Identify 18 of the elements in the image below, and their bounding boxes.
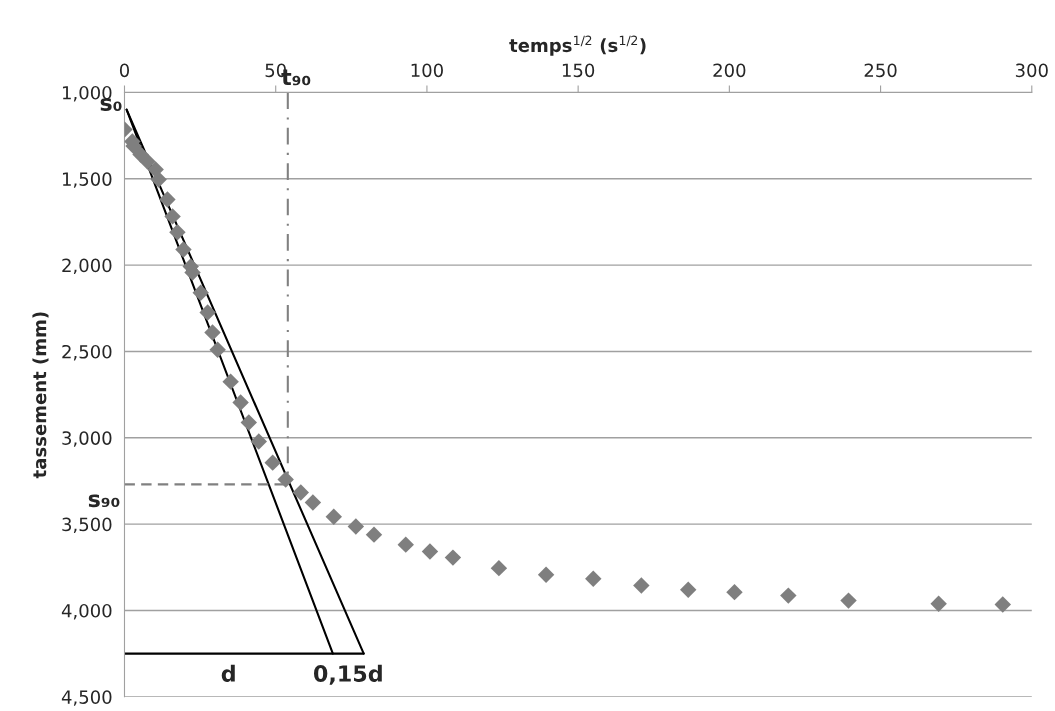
ref-line-label: s₉₀ — [88, 494, 120, 508]
annotation: 0,15d — [313, 664, 382, 685]
x-tick-label: 250 — [864, 63, 897, 78]
y-tick-label: 4,000 — [61, 603, 112, 620]
x-tick-label: 300 — [1015, 63, 1048, 78]
x-tick-label: 100 — [411, 63, 443, 78]
y-tick-label: 2,500 — [62, 344, 112, 361]
y-axis-title: tassement (mm) — [32, 312, 49, 479]
annotation: d — [221, 664, 235, 682]
x-tick-label: 200 — [713, 63, 746, 78]
x-tick-label: 0 — [119, 63, 130, 78]
y-tick-label: 2,000 — [62, 258, 112, 275]
x-tick-label: 150 — [562, 63, 595, 78]
x-axis-title: temps$^{1/2}$ (s$^{1/2}$) — [509, 35, 646, 56]
y-tick-label: 3,000 — [62, 431, 112, 447]
y-tick-label: 3,500 — [62, 517, 112, 534]
y-tick-label: 1,500 — [62, 172, 112, 188]
y-tick-label: 4,500 — [61, 690, 112, 706]
